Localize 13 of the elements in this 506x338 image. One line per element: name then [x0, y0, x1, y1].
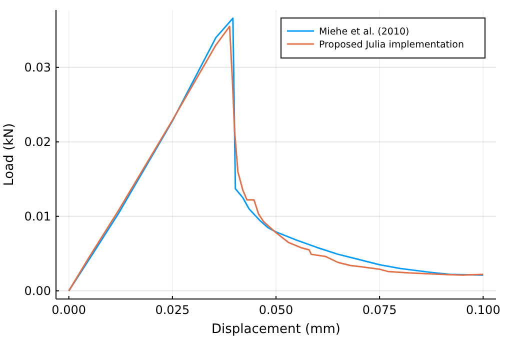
- x-tick-label: 0.075: [362, 303, 397, 317]
- x-tick-label: 0.000: [52, 303, 86, 317]
- x-axis-title: Displacement (mm): [212, 322, 340, 337]
- y-tick-label: 0.00: [24, 284, 51, 298]
- y-tick-label: 0.02: [24, 135, 51, 150]
- x-tick-label: 0.025: [155, 303, 190, 317]
- legend-label: Miehe et al. (2010): [319, 26, 410, 38]
- x-tick-label: 0.100: [466, 303, 500, 317]
- legend-label: Proposed Julia implementation: [319, 39, 464, 50]
- x-tick-label: 0.050: [258, 303, 294, 317]
- y-tick-label: 0.01: [24, 210, 51, 224]
- y-tick-label: 0.03: [24, 60, 51, 75]
- y-axis-title: Load (kN): [2, 123, 17, 186]
